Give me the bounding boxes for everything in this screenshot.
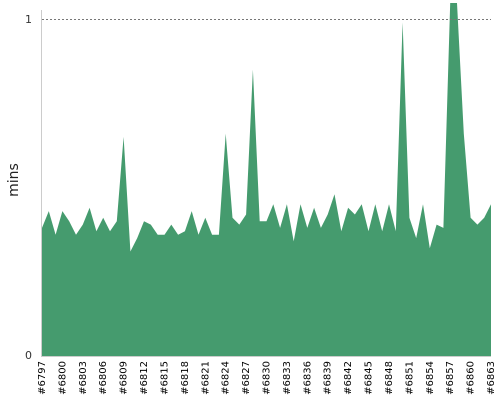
x-tick-label: #6818 [180, 361, 191, 395]
x-tick-label: #6839 [323, 361, 334, 395]
x-tick-label: #6815 [160, 361, 171, 395]
x-tick-label: #6854 [425, 361, 436, 395]
x-tick-label: #6806 [98, 361, 109, 395]
y-tick-label: 1 [25, 13, 32, 26]
x-tick-label: #6836 [302, 361, 313, 395]
x-tick-label: #6842 [343, 361, 354, 395]
x-tick-label: #6821 [200, 361, 211, 395]
x-tick-label: #6860 [466, 361, 477, 395]
x-tick-label: #6830 [262, 361, 273, 395]
x-tick-label: #6863 [486, 361, 497, 395]
x-tick-label: #6812 [139, 361, 150, 395]
x-tick-label: #6797 [37, 361, 48, 395]
plot-area [42, 3, 491, 356]
x-tick-label: #6803 [78, 361, 89, 395]
x-tick-label: #6851 [404, 361, 415, 395]
x-tick-label: #6848 [384, 361, 395, 395]
y-axis-title: mins [6, 163, 22, 197]
x-tick-label: #6833 [282, 361, 293, 395]
area-series [42, 3, 491, 356]
x-tick-label: #6824 [221, 361, 232, 395]
y-tick-label: 0 [25, 349, 32, 362]
x-tick-labels: #6797 #6800 #6803 #6806 #6809 #6812 #6815 #6818… [37, 361, 497, 395]
x-tick-label: #6827 [241, 361, 252, 395]
x-tick-label: #6800 [57, 361, 68, 395]
x-tick-label: #6845 [364, 361, 375, 395]
x-tick-label: #6809 [119, 361, 130, 395]
x-tick-label: #6857 [445, 361, 456, 395]
